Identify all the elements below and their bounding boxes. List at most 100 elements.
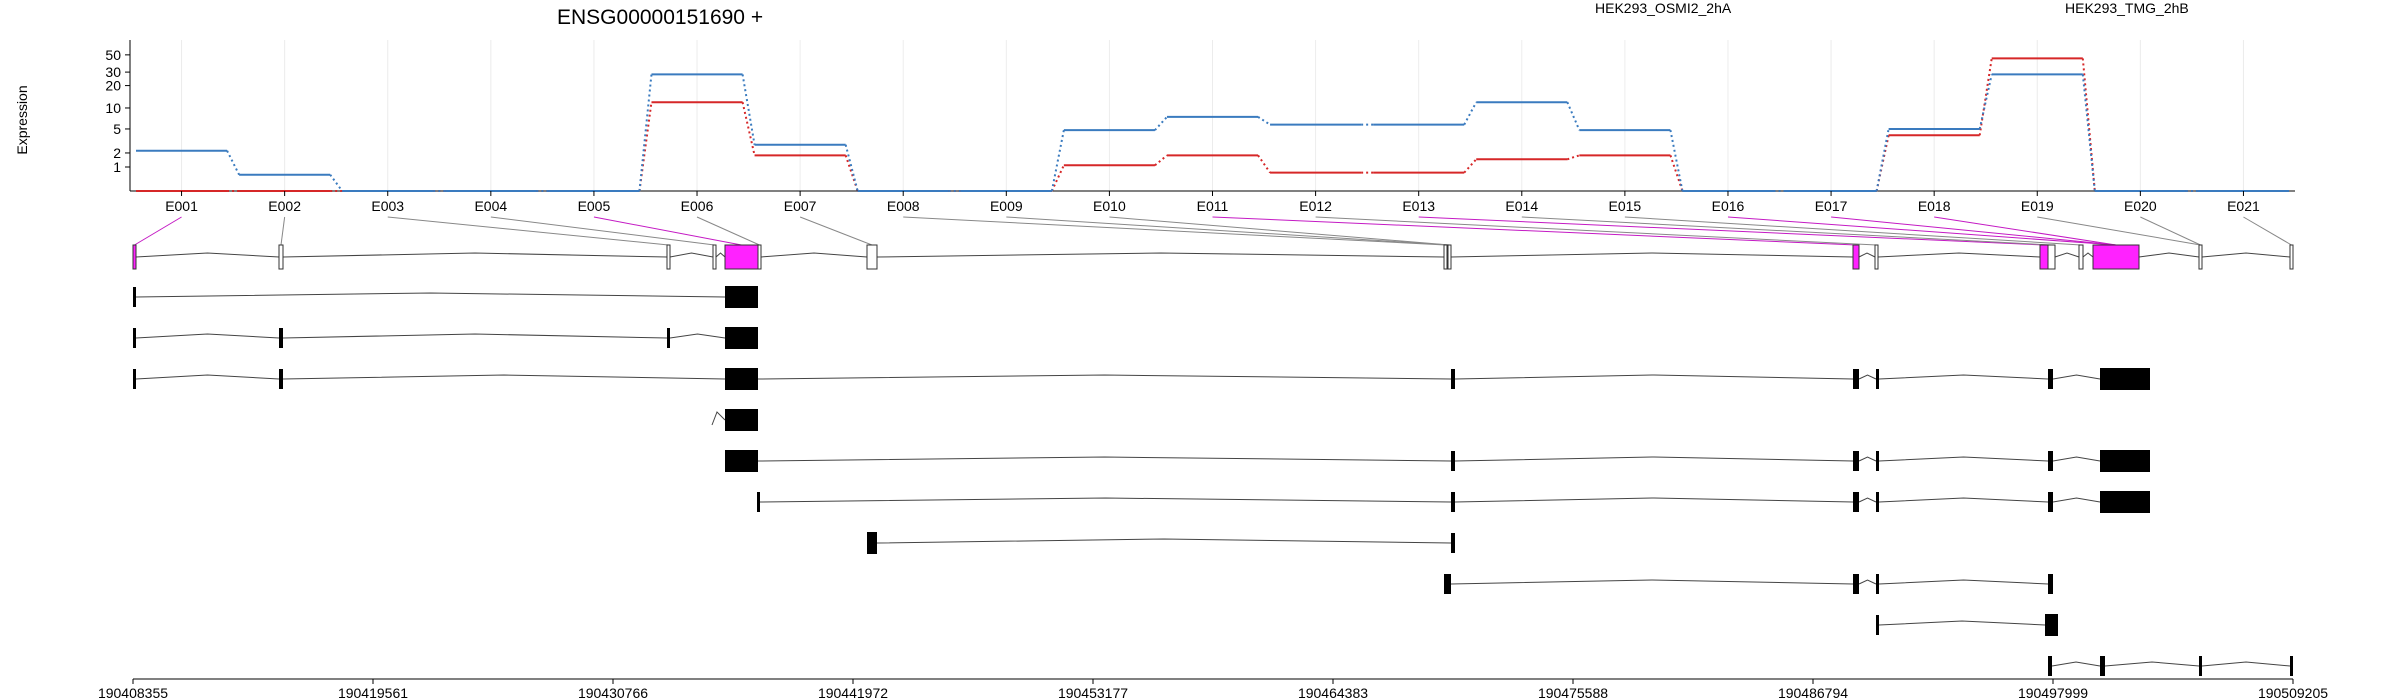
x-tick-label-E019: E019 <box>2021 198 2054 214</box>
gene-intron-3 <box>669 252 714 258</box>
exon-connectors <box>134 216 2292 246</box>
track-8-exon-1 <box>1444 574 1451 594</box>
track-3-intron-5 <box>1858 374 1877 380</box>
track-3-intron-4 <box>1454 374 1854 380</box>
track-7-intron-1 <box>876 538 1452 544</box>
y-tick-label-50: 50 <box>105 47 121 63</box>
series-2-link-E001 <box>226 150 240 176</box>
track-10-exon-3 <box>2199 656 2202 676</box>
track-3-intron-1 <box>135 374 280 380</box>
x-tick-label-E007: E007 <box>784 198 817 214</box>
connector-E021 <box>2243 216 2292 246</box>
gene-intron-2 <box>282 252 668 258</box>
coordinate-label-7: 190475588 <box>1538 685 1608 700</box>
track-3-exon-8 <box>2100 368 2150 390</box>
track-4-lead <box>711 411 726 426</box>
series-2-link-E018 <box>1978 74 1993 130</box>
gene-exon-6 <box>757 244 762 270</box>
x-tick-label-E004: E004 <box>474 198 507 214</box>
connector-E013 <box>1418 216 2045 246</box>
track-5-exon-4 <box>1876 451 1879 471</box>
series-2-link-E013 <box>1463 101 1478 126</box>
series-2-link-E011 <box>1257 116 1271 126</box>
track-5-intron-4 <box>1878 456 2049 462</box>
coordinate-label-10: 190509205 <box>2258 685 2328 700</box>
x-tick-label-E010: E010 <box>1093 198 1126 214</box>
track-2-intron-2 <box>282 333 668 339</box>
x-tick-label-E021: E021 <box>2227 198 2260 214</box>
connector-E009 <box>1006 216 1450 246</box>
track-1-exon-1 <box>133 287 136 307</box>
track-6-intron-1 <box>759 497 1452 503</box>
track-3-exon-5 <box>1853 369 1859 389</box>
track-3-exon-1 <box>133 369 136 389</box>
gene-intron-11 <box>1877 252 2041 258</box>
track-1-intron-1 <box>135 292 726 298</box>
x-tick-label-E005: E005 <box>578 198 611 214</box>
connector-E010 <box>1109 216 1450 246</box>
track-6-exon-4 <box>1876 492 1879 512</box>
gene-exon-14 <box>2078 244 2084 270</box>
track-5-exon-2 <box>1451 451 1455 471</box>
gene-intron-15 <box>2138 252 2200 258</box>
track-2-exon-1 <box>133 328 136 348</box>
x-tick-label-E015: E015 <box>1609 198 1642 214</box>
series-1-link-E005 <box>638 102 653 192</box>
coordinate-label-8: 190486794 <box>1778 685 1848 700</box>
x-tick-label-E018: E018 <box>1918 198 1951 214</box>
gene-exon-13 <box>2047 244 2056 270</box>
track-6-intron-3 <box>1858 497 1877 503</box>
track-2-intron-3 <box>669 333 726 339</box>
coordinate-label-2: 190419561 <box>338 685 408 700</box>
track-8-exon-4 <box>2048 574 2053 594</box>
gene-exon-11 <box>1874 244 1879 270</box>
gene-exon-1 <box>132 244 137 270</box>
connector-E011 <box>1212 216 1857 246</box>
series-1-link-E009 <box>1050 164 1065 192</box>
gene-intron-13 <box>2054 252 2080 258</box>
x-tick-label-E013: E013 <box>1402 198 1435 214</box>
track-6-intron-4 <box>1878 497 2049 503</box>
gene-exon-4 <box>712 244 717 270</box>
connector-E005 <box>593 216 742 246</box>
chart-series <box>136 57 2289 192</box>
series-2-link-E005 <box>638 74 653 192</box>
track-10-intron-3 <box>2201 661 2291 667</box>
track-10-intron-1 <box>2051 661 2101 667</box>
gene-exon-12 <box>2039 244 2049 270</box>
transcript-tracks <box>132 244 2294 676</box>
connector-E002 <box>280 216 286 246</box>
track-3-intron-6 <box>1878 374 2049 380</box>
track-7-exon-2 <box>1451 533 1455 553</box>
connector-E012 <box>1315 216 1877 246</box>
gene-intron-6 <box>760 252 868 258</box>
track-5-intron-5 <box>2052 456 2101 462</box>
series-1-link-E013 <box>1463 158 1477 174</box>
track-10-intron-2 <box>2104 661 2200 667</box>
track-8-exon-3 <box>1876 574 1879 594</box>
gene-exon-7 <box>866 244 878 270</box>
track-6-exon-1 <box>757 492 760 512</box>
track-2-exon-4 <box>725 327 758 349</box>
connector-E020 <box>2140 216 2201 246</box>
track-5-intron-1 <box>757 456 1452 462</box>
connector-E007 <box>799 216 873 246</box>
track-6-intron-2 <box>1454 497 1854 503</box>
genomic-axis: 190408355 190419561 190430766 190441972 1904… <box>98 678 2328 700</box>
gene-exon-9 <box>1447 244 1452 270</box>
y-tick-label-5: 5 <box>113 121 121 137</box>
track-8-intron-1 <box>1450 579 1854 585</box>
track-3-exon-4 <box>1451 369 1455 389</box>
track-2-exon-3 <box>667 328 670 348</box>
gene-intron-9 <box>1450 252 1854 258</box>
series-2-link-E002 <box>329 174 343 192</box>
track-3-exon-6 <box>1876 369 1879 389</box>
connector-E014 <box>1521 216 2052 246</box>
track-8-intron-2 <box>1858 579 1877 585</box>
connector-E008 <box>903 216 1446 246</box>
gene-intron-14 <box>2082 252 2094 258</box>
y-tick-label-30: 30 <box>105 64 121 80</box>
connector-E004 <box>490 216 715 246</box>
x-tick-label-E016: E016 <box>1712 198 1745 214</box>
chart-title: ENSG00000151690 + <box>557 6 763 29</box>
